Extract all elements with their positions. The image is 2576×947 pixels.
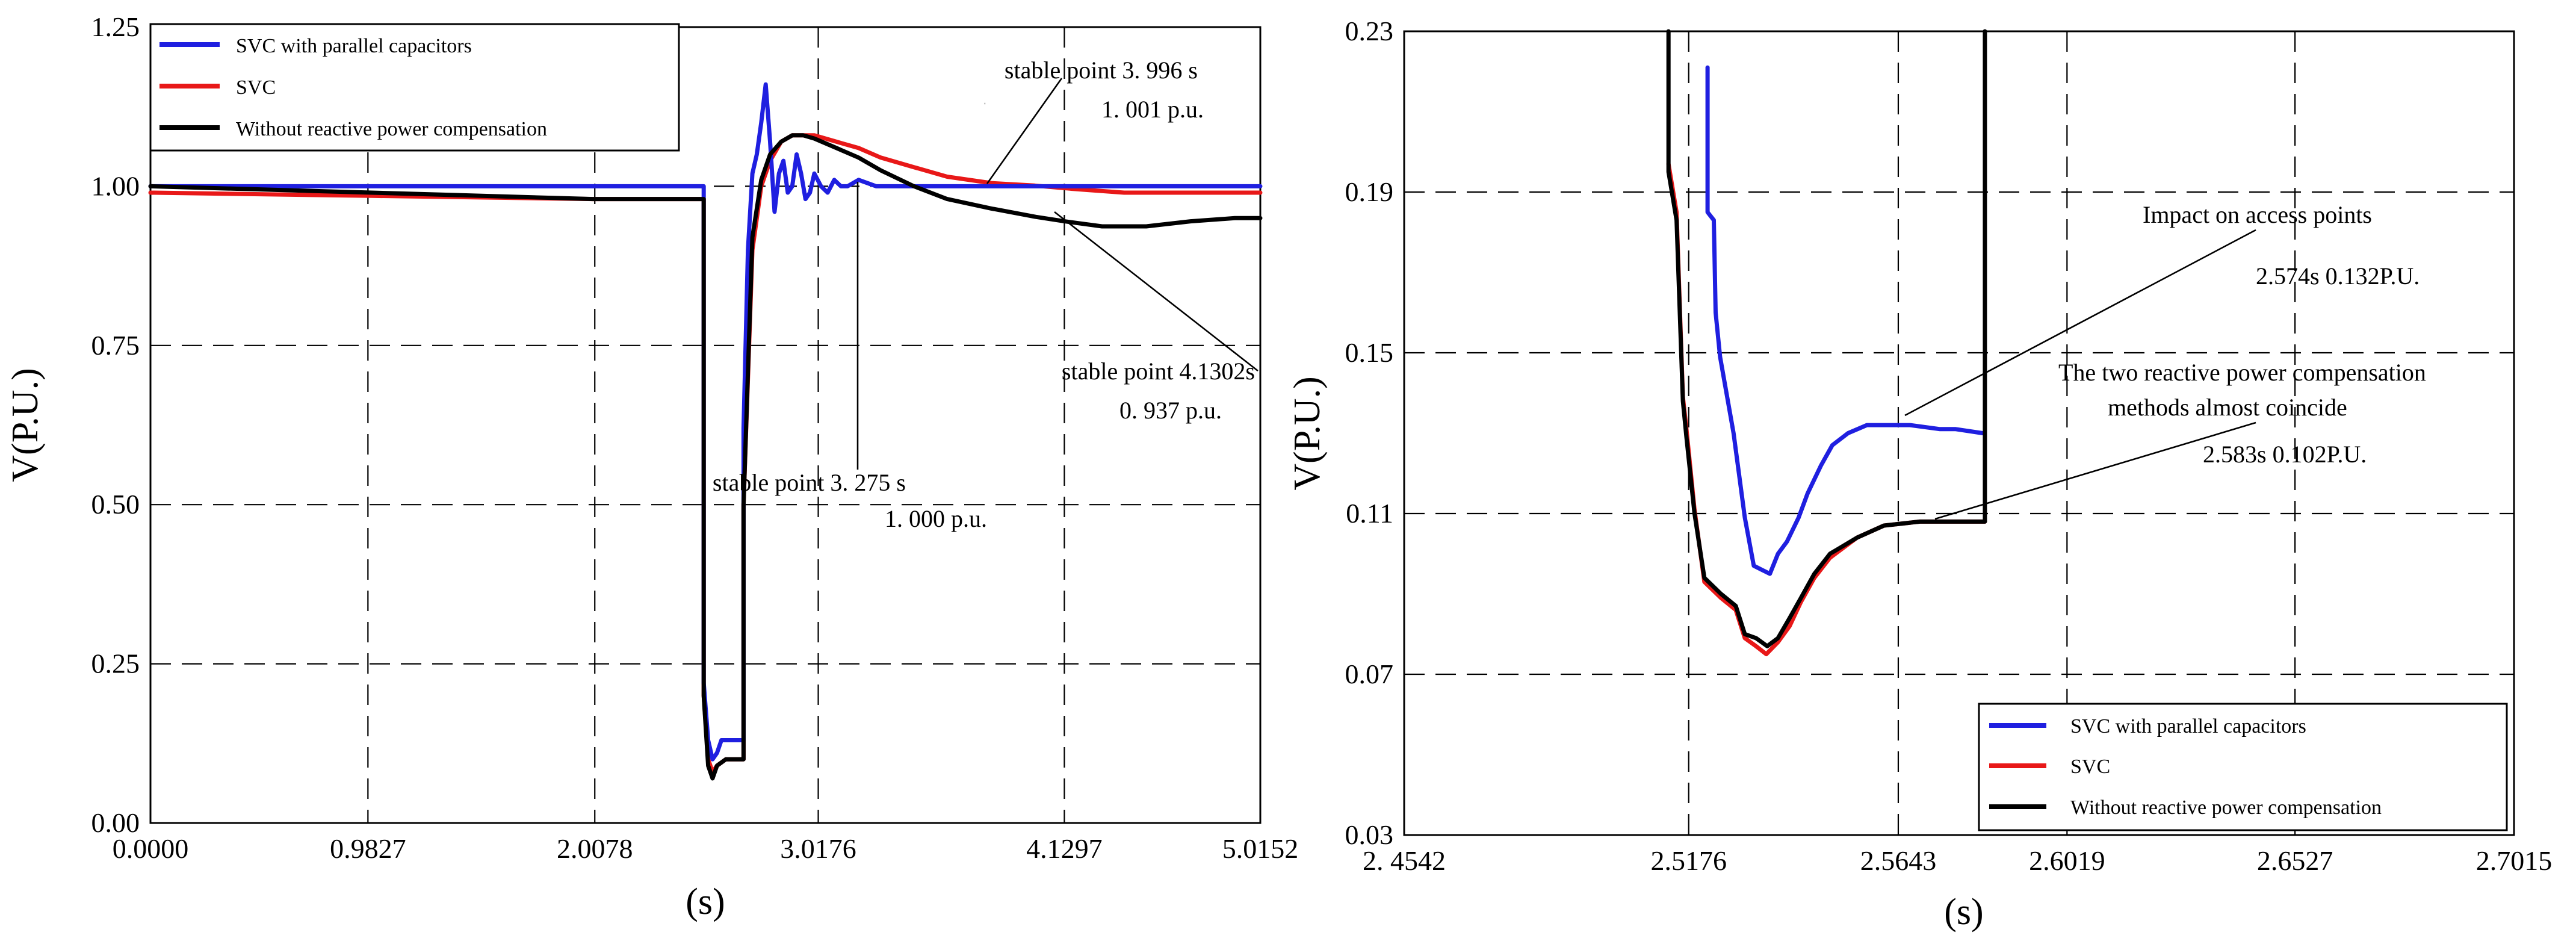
right-y-axis-label: V(P.U.) bbox=[1287, 376, 1328, 490]
right-annotation-2-leader bbox=[1934, 421, 2256, 520]
left-annotation-3-line1: stable point 3. 275 s bbox=[713, 469, 906, 496]
right-series-line-svc-capacitors bbox=[1705, 65, 1985, 576]
left-annotation-2-line2: 0. 937 p.u. bbox=[1119, 397, 1222, 424]
left-legend-label-svc: SVC bbox=[236, 76, 276, 99]
chart-right: 0.030.070.110.150.190.23 2. 4542 2.5176 2.… bbox=[1287, 16, 2552, 933]
right-x-ticks: 2. 4542 2.5176 2.5643 2.6019 2.6527 2.7015 bbox=[1363, 845, 2552, 876]
right-y-tick-label: 0.19 bbox=[1345, 176, 1394, 207]
left-series-line-no-compensation bbox=[148, 133, 1263, 781]
left-y-tick-label: 0.75 bbox=[91, 330, 140, 361]
left-annotation-3-line2: 1. 000 p.u. bbox=[885, 505, 987, 532]
left-legend-box bbox=[149, 23, 680, 152]
right-x-tick-label: 2.6527 bbox=[2257, 845, 2333, 876]
right-annotation-1-line2: 2.574s 0.132P.U. bbox=[2256, 262, 2420, 290]
left-annotation-2-line1: stable point 4.1302s bbox=[1062, 358, 1255, 385]
left-x-ticks: 0.0000 0.9827 2.0078 3.0176 4.1297 5.0152 bbox=[113, 833, 1299, 864]
left-x-tick-label: 2.0078 bbox=[557, 833, 633, 864]
left-y-tick-label: 0.50 bbox=[91, 489, 140, 520]
right-y-tick-label: 0.15 bbox=[1345, 337, 1394, 368]
right-x-tick-label: 2.5176 bbox=[1650, 845, 1727, 876]
left-series-line-svc-capacitors bbox=[148, 82, 1263, 762]
right-annotation-1-leader bbox=[1904, 229, 2256, 417]
right-plot-frame bbox=[1403, 30, 2515, 836]
right-x-tick-label: 2.6019 bbox=[2029, 845, 2105, 876]
left-x-tick-label: 5.0152 bbox=[1222, 833, 1299, 864]
left-y-tick-label: 0.00 bbox=[91, 807, 140, 838]
left-x-tick-label: 4.1297 bbox=[1026, 833, 1103, 864]
right-y-ticks: 0.03 0.07 0.11 0.15 0.19 0.23 bbox=[1345, 16, 1394, 850]
right-annotation-2-line1: The two reactive power compensation bbox=[2058, 359, 2426, 386]
left-y-tick-label: 1.25 bbox=[91, 11, 140, 42]
left-annotation-1-line2: 1. 001 p.u. bbox=[1101, 96, 1204, 123]
right-annotation-2-line2: methods almost coincide bbox=[2108, 394, 2347, 421]
right-annotation-2-line3: 2.583s 0.102P.U. bbox=[2203, 441, 2367, 468]
right-x-tick-label: 2.5643 bbox=[1860, 845, 1937, 876]
left-series-group bbox=[148, 82, 1263, 781]
right-x-tick-label: 2.7015 bbox=[2476, 845, 2553, 876]
left-legend: SVC with parallel capacitors SVC Without… bbox=[149, 23, 680, 152]
right-legend-label-svc-capacitors: SVC with parallel capacitors bbox=[2070, 715, 2306, 737]
right-y-tick-label: 0.03 bbox=[1345, 819, 1394, 850]
right-x-tick-label: 2. 4542 bbox=[1363, 845, 1446, 876]
left-plot-frame bbox=[149, 26, 1262, 824]
left-y-tick-label: 1.00 bbox=[91, 170, 140, 201]
right-y-tick-label: 0.11 bbox=[1346, 498, 1393, 529]
left-annotation-1-line1: stable point 3. 996 s bbox=[1005, 57, 1198, 84]
left-y-tick-label: 0.25 bbox=[91, 648, 140, 679]
right-series-line-no-compensation bbox=[1666, 29, 1987, 648]
right-y-tick-label: 0.23 bbox=[1345, 16, 1394, 46]
left-x-tick-label: 3.0176 bbox=[780, 833, 856, 864]
chart-left: 0.00 0.25 0.50 0.75 1.00 1.25 0.0000 0.9827 2.0… bbox=[5, 11, 1298, 922]
right-legend-box bbox=[1978, 703, 2508, 831]
left-annotation-2-leader bbox=[1054, 211, 1259, 372]
right-grid bbox=[1404, 31, 2514, 835]
right-y-tick-label: 0.07 bbox=[1345, 659, 1394, 689]
left-legend-label-svc-capacitors: SVC with parallel capacitors bbox=[236, 35, 472, 57]
left-y-ticks: 0.00 0.25 0.50 0.75 1.00 1.25 bbox=[91, 11, 140, 838]
right-x-axis-label: (s) bbox=[1944, 892, 1983, 933]
left-annotation-1-leader bbox=[986, 78, 1063, 184]
left-y-axis-label: V(P.U.) bbox=[5, 368, 46, 482]
left-x-axis-label: (s) bbox=[686, 881, 725, 922]
right-series-group bbox=[1666, 29, 1987, 657]
right-annotation-1-line1: Impact on access points bbox=[2143, 201, 2372, 228]
right-legend-label-svc: SVC bbox=[2070, 756, 2110, 778]
right-legend: SVC with parallel capacitors SVC Without… bbox=[1978, 703, 2508, 831]
right-legend-label-no-compensation: Without reactive power compensation bbox=[2070, 796, 2382, 819]
left-x-tick-label: 0.9827 bbox=[330, 833, 406, 864]
left-legend-label-no-compensation: Without reactive power compensation bbox=[236, 118, 547, 140]
left-x-tick-label: 0.0000 bbox=[113, 833, 189, 864]
